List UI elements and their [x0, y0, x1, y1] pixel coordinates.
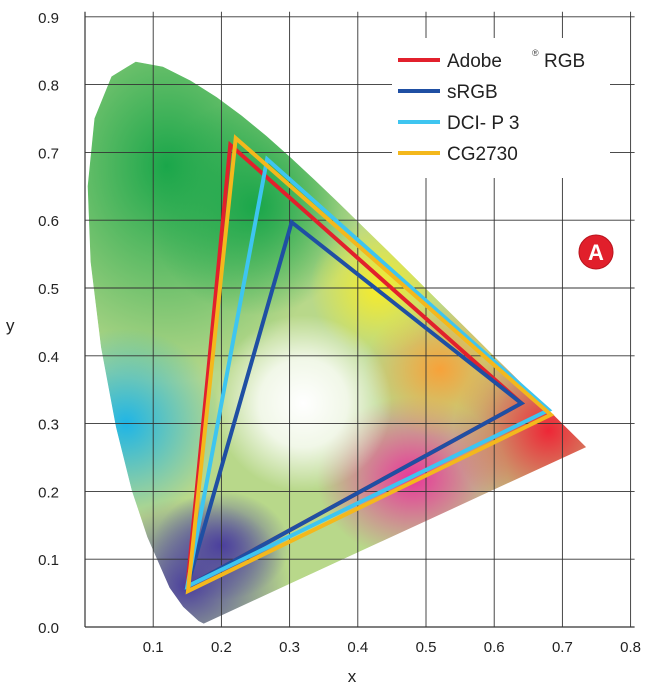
- gamut-triangle-3: [185, 134, 555, 595]
- y-tick-label: 0.5: [38, 281, 59, 298]
- gamut-triangle-1: [184, 218, 526, 591]
- x-tick-label: 0.2: [211, 639, 232, 656]
- x-tick-label: 0.6: [484, 639, 505, 656]
- legend-label: sRGB: [447, 82, 498, 103]
- legend-label: Adobe: [447, 51, 502, 72]
- y-tick-label: 0.1: [38, 552, 59, 569]
- x-tick-label: 0.5: [416, 639, 437, 656]
- legend-superscript: ®: [532, 48, 539, 58]
- x-tick-label: 0.4: [347, 639, 368, 656]
- y-tick-label: 0.7: [38, 145, 59, 162]
- x-tick-label: 0.3: [279, 639, 300, 656]
- gamut-triangles: [184, 134, 555, 595]
- y-tick-label: 0.8: [38, 78, 59, 95]
- gamut-color-blob: [214, 315, 392, 492]
- grid: [84, 11, 635, 628]
- axis-ticks: 0.1 0.2 0.3 0.4 0.5 0.6 0.7 0.8 0.0 0.1 0.2 0.3 0.4 0…: [38, 10, 641, 656]
- y-tick-label: 0.9: [38, 10, 59, 27]
- y-axis-label: y: [6, 316, 15, 335]
- legend: Adobe ® RGB sRGB DCI- P 3 CG2730: [392, 38, 610, 178]
- x-tick-label: 0.7: [552, 639, 573, 656]
- y-tick-label: 0.6: [38, 213, 59, 230]
- badge-a: A: [578, 234, 614, 270]
- y-tick-label: 0.2: [38, 484, 59, 501]
- legend-label: CG2730: [447, 144, 518, 165]
- legend-label: DCI- P 3: [447, 113, 520, 134]
- gamut-triangle-2: [184, 155, 553, 590]
- badge-label: A: [588, 240, 604, 265]
- x-tick-label: 0.8: [620, 639, 641, 656]
- y-tick-label: 0.3: [38, 417, 59, 434]
- legend-label-suffix: RGB: [544, 51, 585, 72]
- y-tick-label: 0.0: [38, 620, 59, 637]
- x-tick-label: 0.1: [143, 639, 164, 656]
- y-tick-label: 0.4: [38, 349, 59, 366]
- x-axis-label: x: [348, 667, 357, 686]
